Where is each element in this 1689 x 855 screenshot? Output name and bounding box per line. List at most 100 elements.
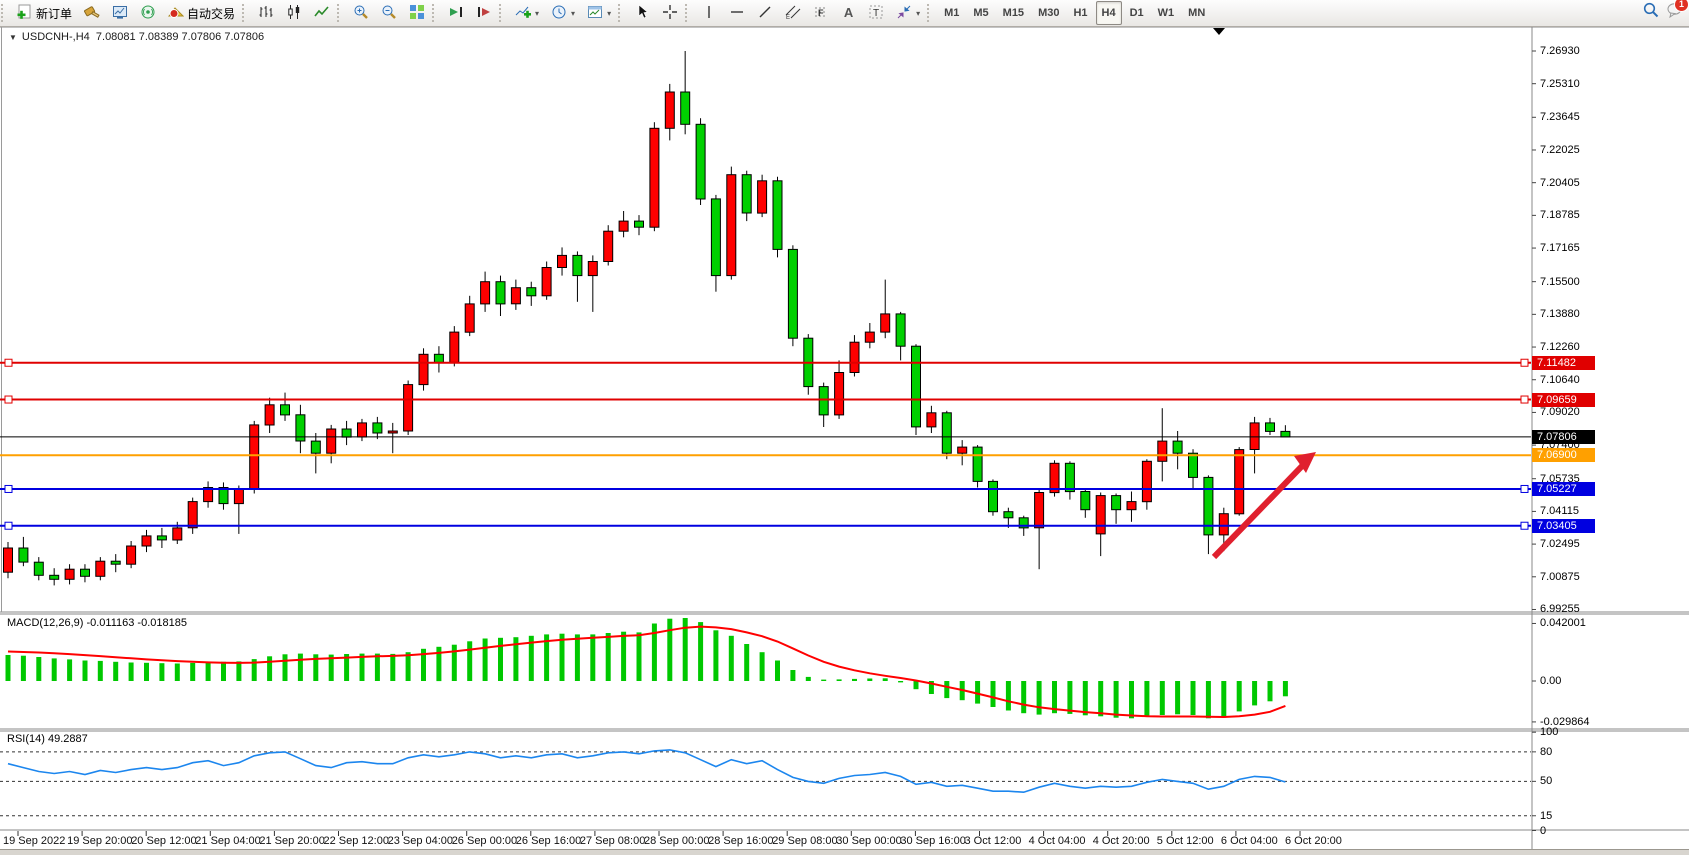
- trend-arrow[interactable]: [1211, 461, 1307, 560]
- macd-bar: [1221, 681, 1227, 718]
- notification-badge: 1: [1674, 0, 1689, 12]
- zoom-out-button[interactable]: [376, 1, 402, 25]
- line-handle[interactable]: [4, 395, 13, 404]
- arrows-button[interactable]: ▾: [891, 1, 925, 25]
- macd-bar: [805, 676, 811, 681]
- price-tick-label: 7.18785: [1540, 209, 1580, 222]
- chevron-down-icon[interactable]: ▼: [9, 33, 17, 42]
- price-tick-label: 6.99255: [1540, 603, 1580, 616]
- bear-candle: [941, 412, 952, 454]
- timeframe-h4-button[interactable]: H4: [1095, 1, 1122, 25]
- symbol-timeframe-label: USDCNH-,H4: [21, 31, 90, 43]
- signals-button[interactable]: [135, 1, 161, 25]
- line-handle[interactable]: [1520, 521, 1529, 530]
- line-chart-button[interactable]: [309, 1, 335, 25]
- timeframe-m5-button[interactable]: M5: [973, 7, 989, 19]
- price-line-badge: 7.03405: [1532, 518, 1595, 533]
- timeframe-h1-button[interactable]: H1: [1073, 7, 1088, 19]
- equidistant-channel-button[interactable]: E: [780, 1, 806, 25]
- bear-candle: [1188, 452, 1198, 478]
- timeframe-m30-button[interactable]: M30: [1038, 7, 1060, 19]
- cursor-button[interactable]: [629, 1, 655, 25]
- line-handle[interactable]: [1520, 395, 1529, 404]
- time-axis-label: 5 Oct 12:00: [1156, 835, 1214, 847]
- macd-bar: [267, 656, 273, 681]
- dropdown-caret-icon[interactable]: ▾: [607, 8, 612, 18]
- bar-chart-button[interactable]: [253, 1, 279, 25]
- macd-bar: [944, 681, 950, 699]
- rsi-scale-label: 80: [1540, 745, 1553, 758]
- timeframe-d1-button[interactable]: D1: [1129, 7, 1144, 19]
- line-handle[interactable]: [4, 484, 13, 493]
- line-handle[interactable]: [1520, 484, 1529, 493]
- dropdown-caret-icon[interactable]: ▾: [535, 8, 540, 18]
- zoom-in-icon: [353, 4, 369, 23]
- line-handle[interactable]: [1520, 358, 1529, 367]
- timeframe-w1-button[interactable]: W1: [1157, 7, 1175, 19]
- dropdown-caret-icon[interactable]: ▾: [571, 8, 576, 18]
- bear-candle: [156, 535, 167, 541]
- price-line-badge: 7.06900: [1532, 448, 1595, 463]
- line-handle[interactable]: [4, 358, 13, 367]
- macd-scale-label: 0.042001: [1540, 617, 1586, 630]
- styler-button[interactable]: [79, 1, 105, 25]
- timeframe-m15-button[interactable]: M15: [1002, 7, 1025, 19]
- macd-bar: [544, 634, 550, 681]
- tile-windows-button[interactable]: [404, 1, 430, 25]
- candlestick-chart-button[interactable]: [281, 1, 307, 25]
- toolbar-group-chart-type: [252, 1, 336, 25]
- price-tick-label: 7.26930: [1540, 45, 1580, 57]
- svg-text:F: F: [818, 8, 824, 18]
- zoom-out-icon: [381, 4, 397, 23]
- macd-bar: [67, 659, 73, 681]
- macd-bar: [20, 655, 26, 681]
- timeframe-mn-button[interactable]: MN: [1188, 7, 1206, 19]
- trendline-button[interactable]: [752, 1, 778, 25]
- fibonacci-icon: F: [813, 4, 829, 23]
- bear-candle: [33, 561, 44, 576]
- notifications-icon[interactable]: 1: [1667, 0, 1689, 21]
- timeframe-m1-button[interactable]: M1: [944, 7, 960, 19]
- vertical-line-button[interactable]: [696, 1, 722, 25]
- bear-candle: [988, 480, 998, 513]
- horizontal-line-button[interactable]: [724, 1, 750, 25]
- periods-button[interactable]: ▾: [546, 1, 580, 25]
- bull-candle: [357, 422, 367, 438]
- text-label-button[interactable]: T: [863, 1, 889, 25]
- new-order-button[interactable]: 新订单: [12, 1, 77, 25]
- bear-candle: [695, 123, 706, 200]
- bull-candle: [95, 560, 106, 577]
- toolbar-grip: [242, 4, 251, 22]
- text-button[interactable]: A: [836, 1, 861, 25]
- templates-button[interactable]: ▾: [582, 1, 616, 25]
- indicators-button[interactable]: ▾: [510, 1, 544, 25]
- toolbar-group-add-objects: ▾ ▾ ▾: [509, 1, 617, 25]
- time-axis-label: 4 Oct 04:00: [1028, 835, 1086, 847]
- dropdown-caret-icon[interactable]: ▾: [916, 8, 921, 18]
- horizontal-scrollbar[interactable]: [0, 849, 1689, 855]
- zoom-in-button[interactable]: [348, 1, 374, 25]
- trend-arrow-head[interactable]: [1294, 452, 1316, 473]
- bear-candle: [772, 180, 783, 250]
- bull-candle: [1234, 449, 1245, 515]
- bull-candle: [603, 230, 614, 262]
- chart-shift-button[interactable]: [471, 1, 497, 25]
- search-icon[interactable]: [1643, 2, 1659, 21]
- bull-candle: [649, 127, 660, 228]
- toolbar-grip: [499, 4, 508, 22]
- macd-bar: [1021, 681, 1027, 714]
- auto-trading-icon: [168, 4, 185, 23]
- profiles-button[interactable]: [107, 1, 133, 25]
- auto-trading-button[interactable]: 自动交易: [163, 1, 240, 25]
- macd-bar: [744, 644, 750, 681]
- macd-bar: [359, 653, 365, 681]
- line-handle[interactable]: [4, 521, 13, 530]
- bear-candle: [526, 287, 537, 297]
- toolbar-grip: [927, 4, 936, 22]
- bear-candle: [634, 220, 644, 228]
- bear-candle: [1018, 517, 1029, 529]
- auto-scroll-button[interactable]: [443, 1, 469, 25]
- fibonacci-button[interactable]: F: [808, 1, 834, 25]
- crosshair-button[interactable]: [657, 1, 683, 25]
- bull-candle: [557, 254, 567, 268]
